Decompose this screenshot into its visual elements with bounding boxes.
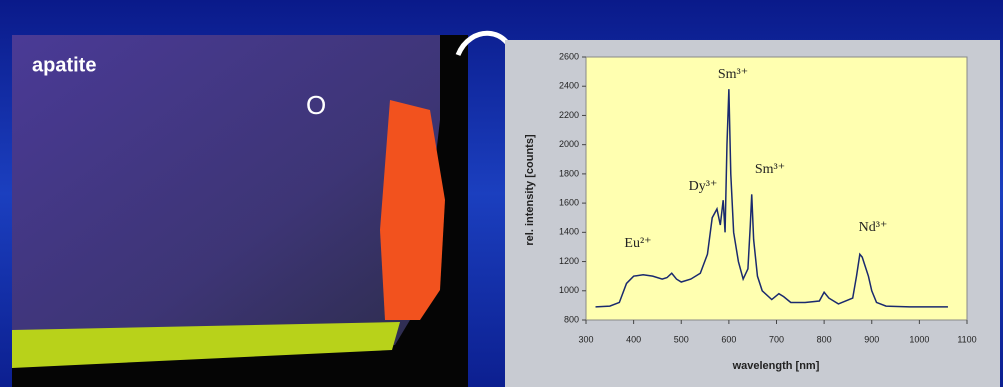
y-tick-label: 2000 (559, 139, 579, 149)
photo: apatite O (12, 35, 468, 387)
x-tick-label: 1000 (909, 334, 929, 344)
x-tick-label: 600 (721, 334, 736, 344)
y-tick-label: 1800 (559, 168, 579, 178)
x-tick-label: 700 (769, 334, 784, 344)
photo-label: apatite (32, 54, 96, 76)
x-tick-label: 300 (578, 334, 593, 344)
crystal (12, 35, 440, 352)
plot-area (586, 57, 967, 320)
y-tick-label: 1200 (559, 256, 579, 266)
annotation: Sm³⁺ (755, 162, 785, 177)
slide: apatite O wavelength [nm] rel. intensity… (0, 0, 1003, 387)
y-tick-label: 1400 (559, 227, 579, 237)
x-tick-label: 400 (626, 334, 641, 344)
x-tick-label: 800 (817, 334, 832, 344)
photo-marker: O (306, 90, 326, 120)
x-tick-label: 500 (674, 334, 689, 344)
x-tick-label: 1100 (957, 334, 976, 344)
annotation: Eu²⁺ (624, 236, 651, 251)
annotation: Dy³⁺ (689, 179, 718, 194)
y-axis-label: rel. intensity [counts] (524, 134, 536, 246)
y-tick-label: 1000 (559, 285, 579, 295)
annotation: Nd³⁺ (859, 220, 888, 235)
x-tick-label: 900 (864, 334, 879, 344)
y-tick-label: 2200 (559, 110, 579, 120)
x-axis-label: wavelength [nm] (732, 360, 820, 372)
y-tick-label: 1600 (559, 197, 579, 207)
y-tick-label: 800 (564, 314, 579, 324)
annotation: Sm³⁺ (718, 67, 748, 82)
y-tick-label: 2400 (559, 81, 579, 91)
y-tick-label: 2600 (559, 51, 579, 61)
